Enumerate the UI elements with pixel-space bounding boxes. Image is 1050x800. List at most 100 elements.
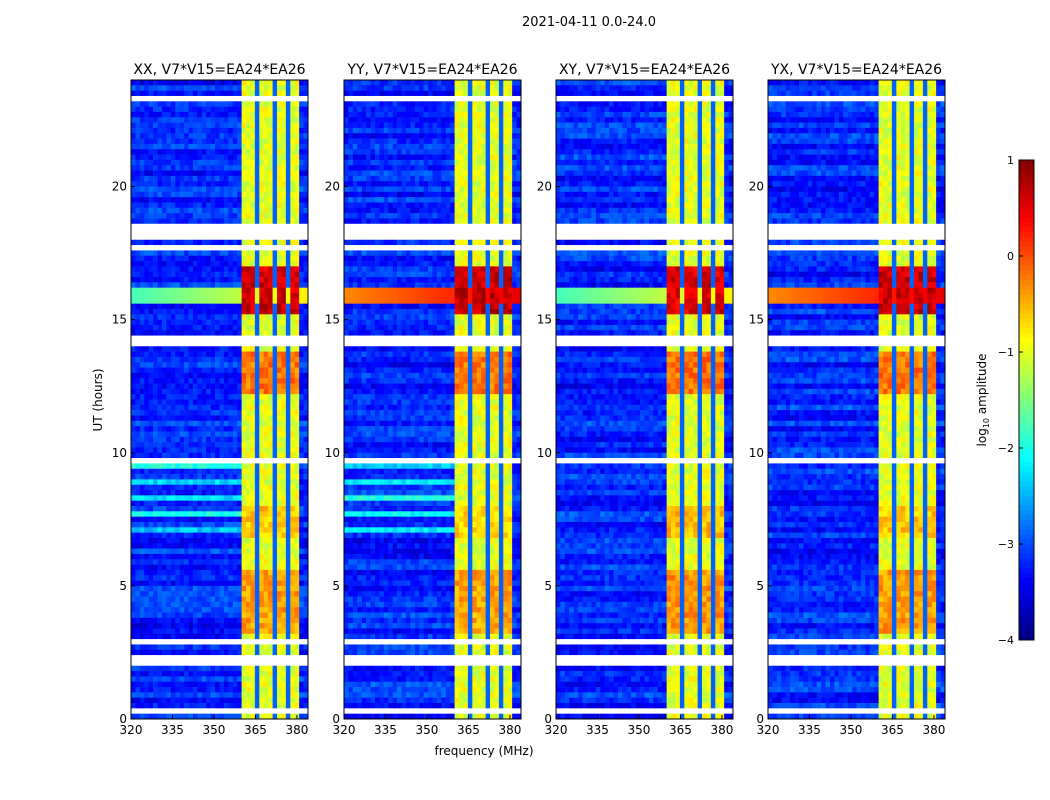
heatmap-cell: [294, 415, 300, 422]
heatmap-cell: [135, 362, 141, 368]
heatmap-cell: [192, 277, 198, 283]
heatmap-cell: [215, 356, 220, 363]
heatmap-cell: [166, 170, 172, 177]
heatmap-cell: [259, 367, 265, 374]
heatmap-cell: [285, 218, 291, 225]
heatmap-cell: [241, 90, 247, 97]
heatmap-cell: [166, 426, 172, 432]
heatmap-cell: [144, 197, 149, 203]
heatmap-cell: [294, 543, 300, 549]
heatmap-cell: [259, 623, 265, 629]
heatmap-cell: [232, 644, 238, 651]
heatmap-cell: [210, 703, 216, 709]
heatmap-cell: [259, 681, 265, 688]
heatmap-cell: [263, 213, 269, 219]
heatmap-cell: [139, 660, 145, 667]
heatmap-cell: [277, 601, 282, 608]
heatmap-cell: [215, 484, 220, 491]
heatmap-cell: [215, 245, 220, 251]
heatmap-cell: [299, 340, 304, 347]
heatmap-cell: [131, 165, 136, 171]
heatmap-cell: [246, 175, 251, 182]
heatmap-cell: [277, 277, 282, 283]
heatmap-cell: [166, 261, 172, 267]
heatmap-cell: [215, 671, 220, 677]
heatmap-cell: [237, 559, 242, 565]
heatmap-cell: [259, 649, 265, 656]
heatmap-cell: [281, 378, 287, 384]
heatmap-cell: [490, 85, 495, 91]
heatmap-cell: [131, 516, 136, 523]
heatmap-cell: [175, 165, 180, 171]
heatmap-cell: [215, 388, 220, 395]
heatmap-cell: [228, 399, 234, 406]
heatmap-cell: [175, 458, 180, 464]
heatmap-cell: [157, 442, 163, 448]
heatmap-cell: [139, 378, 145, 384]
heatmap-cell: [135, 431, 141, 438]
heatmap-cell: [259, 703, 265, 709]
heatmap-cell: [290, 553, 296, 560]
heatmap-cell: [157, 378, 163, 384]
heatmap-cell: [232, 708, 238, 714]
heatmap-cell: [397, 90, 402, 97]
heatmap-cell: [179, 106, 185, 113]
heatmap-cell: [259, 452, 265, 459]
heatmap-cell: [299, 106, 304, 113]
heatmap-cell: [210, 308, 216, 315]
heatmap-cell: [188, 676, 194, 683]
heatmap-cell: [223, 633, 229, 640]
heatmap-cell: [250, 431, 256, 438]
heatmap-cell: [161, 170, 167, 177]
heatmap-cell: [192, 548, 198, 555]
heatmap-cell: [263, 122, 269, 129]
heatmap-cell: [175, 143, 180, 150]
heatmap-cell: [250, 484, 256, 491]
heatmap-cell: [192, 117, 198, 123]
heatmap-cell: [148, 559, 154, 565]
heatmap-cell: [201, 223, 207, 230]
heatmap-cell: [139, 282, 145, 288]
heatmap-cell: [179, 596, 185, 603]
heatmap-cell: [170, 553, 176, 560]
heatmap-cell: [139, 607, 145, 613]
heatmap-cell: [135, 303, 141, 310]
heatmap-cell: [215, 170, 220, 177]
heatmap-cell: [303, 356, 309, 363]
heatmap-cell: [370, 95, 376, 102]
heatmap-cell: [197, 138, 203, 145]
heatmap-cell: [131, 111, 136, 118]
heatmap-cell: [223, 639, 229, 645]
heatmap-cell: [148, 287, 154, 294]
heatmap-cell: [192, 474, 198, 480]
heatmap-cell: [192, 617, 198, 624]
heatmap-cell: [215, 223, 220, 230]
heatmap-cell: [166, 697, 172, 704]
heatmap-cell: [250, 122, 256, 129]
heatmap-cell: [281, 410, 287, 416]
heatmap-cell: [290, 415, 296, 422]
heatmap-cell: [157, 703, 163, 709]
heatmap-cell: [254, 298, 260, 304]
heatmap-cell: [153, 293, 158, 299]
heatmap-cell: [170, 372, 176, 379]
heatmap-cell: [166, 596, 172, 603]
heatmap-cell: [188, 383, 194, 390]
heatmap-cell: [153, 261, 158, 267]
heatmap-cell: [263, 175, 269, 182]
heatmap-cell: [144, 133, 149, 139]
heatmap-cell: [246, 159, 251, 166]
heatmap-cell: [294, 303, 300, 310]
heatmap-cell: [232, 452, 238, 459]
heatmap-cell: [228, 415, 234, 422]
heatmap-cell: [175, 154, 180, 161]
heatmap-cell: [166, 521, 172, 528]
heatmap-cell: [228, 649, 234, 656]
heatmap-cell: [144, 85, 149, 91]
heatmap-cell: [170, 585, 176, 592]
heatmap-cell: [157, 580, 163, 587]
heatmap-cell: [272, 138, 278, 145]
heatmap-cell: [272, 490, 278, 496]
heatmap-cell: [272, 340, 278, 347]
heatmap-cell: [272, 628, 278, 635]
